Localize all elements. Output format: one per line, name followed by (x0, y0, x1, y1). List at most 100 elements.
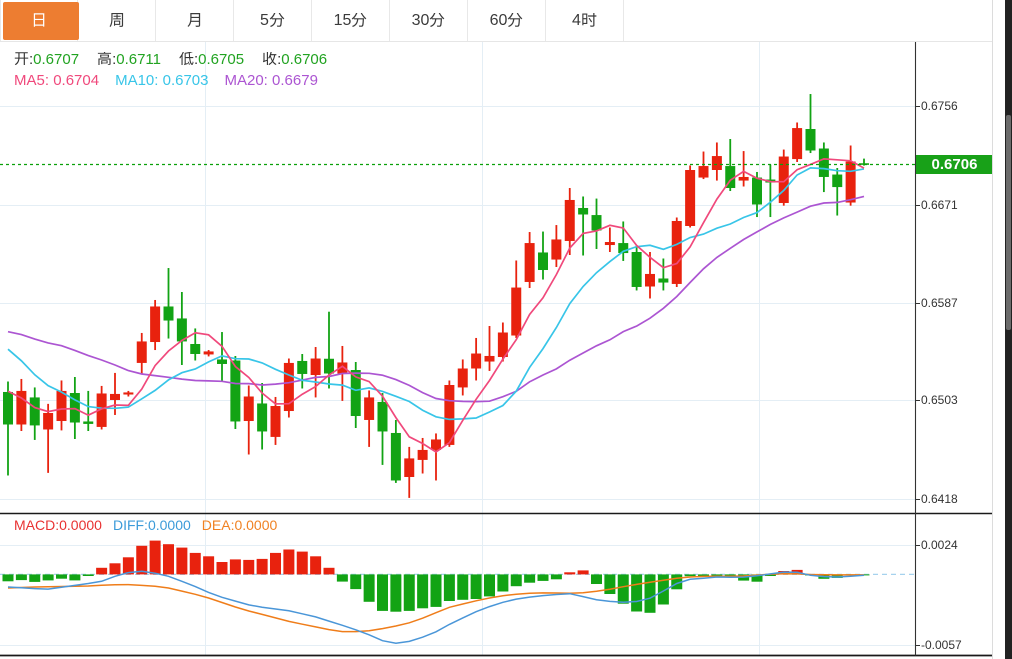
candle-body[interactable] (845, 161, 856, 203)
ma10-legend-label-text: MA10: (115, 72, 163, 89)
candle-body[interactable] (43, 412, 54, 430)
candle-body[interactable] (176, 318, 187, 342)
ma20-legend: MA20: 0.6679 (225, 72, 318, 89)
tab-周[interactable] (78, 0, 156, 41)
candle-body[interactable] (752, 177, 762, 205)
ma20-legend-value: 0.6679 (272, 72, 318, 89)
candle-body[interactable] (110, 393, 120, 400)
candle-body[interactable] (150, 306, 161, 343)
candle-body[interactable] (136, 341, 147, 363)
candle-body[interactable] (551, 239, 562, 260)
tab-60分[interactable]: 60 (468, 0, 546, 41)
macd-bar (657, 574, 669, 605)
macd-bar (2, 574, 14, 582)
candle-body[interactable] (83, 421, 94, 424)
candle-body[interactable] (390, 432, 401, 481)
candle-body[interactable] (123, 392, 134, 395)
macd-bar (256, 558, 268, 575)
tab-4时[interactable]: 4 (546, 0, 624, 41)
candle-body[interactable] (818, 148, 829, 177)
macd-bar (136, 545, 148, 575)
ohlc-open-label-text: : (29, 51, 34, 68)
candle-body[interactable] (417, 449, 428, 460)
macd-bar (203, 556, 215, 575)
tab-月[interactable] (156, 0, 234, 41)
candle-body[interactable] (3, 391, 13, 425)
candle-body[interactable] (163, 306, 174, 321)
tab-5分[interactable]: 5 (234, 0, 312, 41)
ohlc-low-label-text: : (194, 51, 199, 68)
candle-body[interactable] (471, 353, 482, 369)
candle-body[interactable] (364, 397, 375, 420)
candle-body[interactable] (324, 358, 334, 374)
macd-bar (671, 574, 683, 590)
ohlc-header: :0.6707:0.6711:0.6705:0.6706 (14, 51, 327, 68)
candle-body[interactable] (283, 362, 294, 412)
candle-body[interactable] (805, 128, 816, 151)
macd-bar (550, 574, 562, 580)
ma20-legend-label-text: MA20: (224, 72, 273, 89)
macd-bar (149, 540, 161, 575)
candle-body[interactable] (658, 278, 669, 283)
tab-label: 60 (490, 12, 524, 30)
macd-bar (457, 574, 469, 600)
candle-body[interactable] (297, 360, 308, 374)
candle-body[interactable] (431, 439, 441, 450)
candle-body[interactable] (497, 332, 508, 358)
macd-bar (189, 552, 201, 575)
price-label-0.6503: 0.6503 (921, 393, 958, 407)
candle-body[interactable] (190, 343, 201, 354)
candle-body[interactable] (792, 128, 803, 160)
candle-body[interactable] (270, 406, 281, 437)
candle-body[interactable] (618, 243, 629, 254)
candle-body[interactable] (564, 199, 575, 241)
tab-日[interactable] (0, 0, 79, 41)
candle-body[interactable] (698, 166, 709, 178)
price-label-0.6671-tick (915, 205, 920, 206)
ohlc-high-value: 0.6711 (116, 51, 161, 68)
tab-15分[interactable]: 15 (312, 0, 390, 41)
candle-body[interactable] (217, 359, 227, 364)
candle-body[interactable] (29, 397, 40, 426)
scrollbar-thumb[interactable] (1006, 115, 1011, 330)
candle-body[interactable] (645, 273, 655, 287)
tab-label (109, 12, 125, 29)
candle-body[interactable] (16, 390, 27, 425)
candle-body[interactable] (538, 252, 548, 271)
candle-body[interactable] (257, 403, 268, 432)
candle-body[interactable] (738, 176, 749, 181)
macd-bar (96, 567, 108, 575)
candle-body[interactable] (591, 215, 602, 231)
macd-bar (644, 574, 656, 613)
macd-legend: MACD: 0.0000 (14, 517, 102, 533)
candle-body[interactable] (631, 252, 642, 287)
candle-body[interactable] (350, 370, 361, 417)
candle-body[interactable] (243, 396, 254, 422)
macd-label--0.0057: -0.0057 (921, 638, 962, 652)
candle-body[interactable] (457, 368, 468, 388)
current-price-tag: 0.6706 (916, 154, 993, 174)
candle-body[interactable] (56, 390, 67, 422)
candle-body[interactable] (832, 174, 843, 188)
candle-body[interactable] (671, 220, 682, 284)
candle-body[interactable] (484, 355, 495, 362)
candle-body[interactable] (377, 401, 388, 432)
candle-body[interactable] (203, 351, 214, 355)
candle-body[interactable] (404, 458, 415, 477)
candle-body[interactable] (685, 170, 696, 226)
candle-body[interactable] (310, 358, 321, 376)
candle-body[interactable] (337, 362, 348, 374)
tab-30分[interactable]: 30 (390, 0, 468, 41)
candle-body[interactable] (778, 156, 789, 203)
candle-body[interactable] (444, 384, 455, 445)
candle-body[interactable] (524, 243, 535, 282)
candle-body[interactable] (604, 242, 615, 246)
candle-body[interactable] (711, 156, 722, 171)
candle-body[interactable] (230, 360, 241, 422)
candle-body[interactable] (725, 166, 736, 189)
candle-body[interactable] (96, 393, 107, 427)
candle-body[interactable] (511, 287, 522, 336)
price-label-0.6756: 0.6756 (921, 99, 958, 113)
candle-body[interactable] (578, 207, 589, 215)
